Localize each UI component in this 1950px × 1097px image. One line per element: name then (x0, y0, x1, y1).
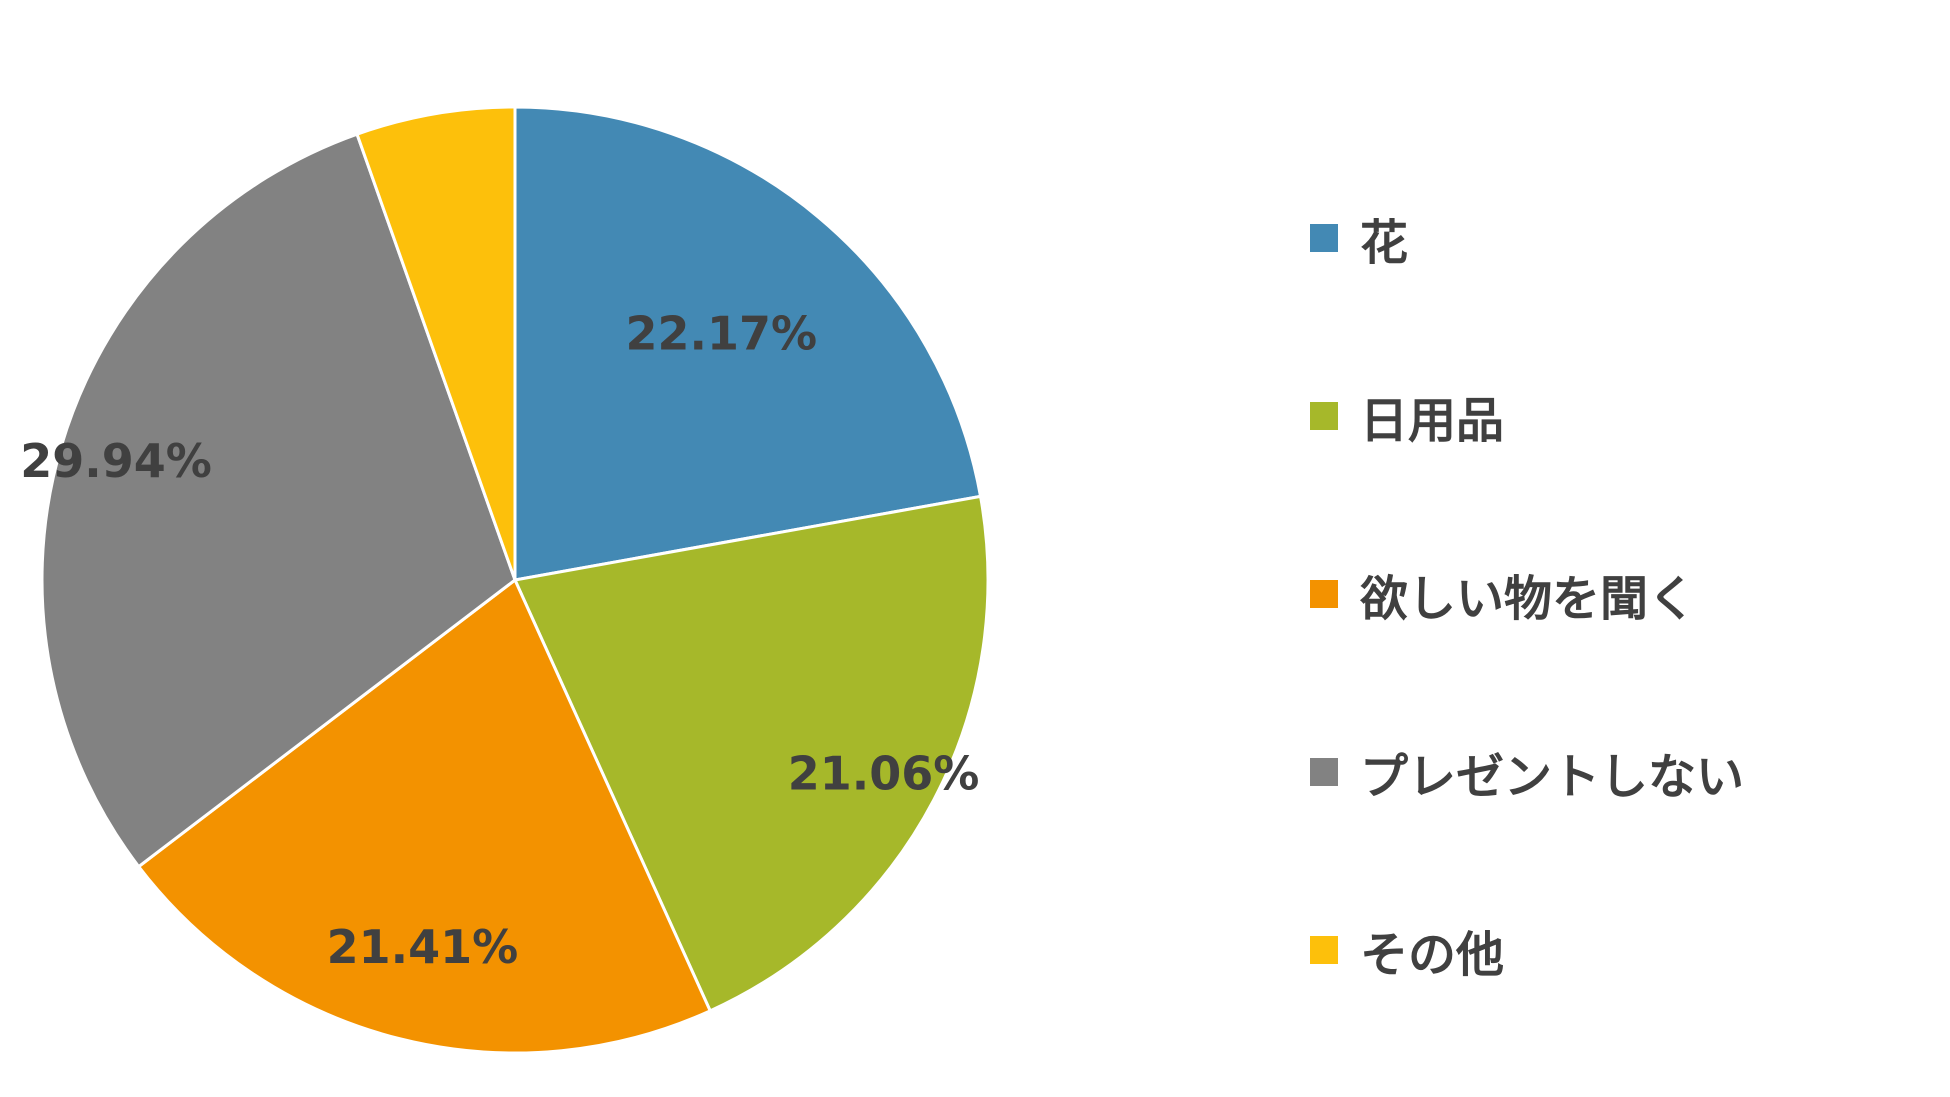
pie-data-label: 22.17% (626, 306, 818, 360)
legend-item: 花 (1310, 208, 1408, 271)
pie-slice (512, 494, 990, 1013)
legend-swatch (1310, 402, 1338, 430)
legend-item: プレゼントしない (1310, 742, 1744, 805)
pie-data-label: 21.06% (788, 747, 980, 801)
pie-data-label: 21.41% (327, 920, 519, 974)
pie-slice (513, 105, 983, 582)
pie-slices (40, 105, 990, 1055)
legend-swatch (1310, 758, 1338, 786)
pie-data-label: 29.94% (20, 434, 212, 488)
legend-item: 欲しい物を聞く (1310, 564, 1696, 627)
legend-label: 花 (1360, 215, 1409, 271)
legend-item: 日用品 (1310, 386, 1504, 449)
legend-item: その他 (1310, 920, 1504, 983)
legend-swatch (1310, 224, 1338, 252)
pie-slice (136, 577, 713, 1055)
pie-slice (40, 132, 517, 869)
pie-data-labels: 22.17%21.06%21.41%29.94%5.42% (20, 306, 980, 974)
legend-swatch (1310, 580, 1338, 608)
legend: 花日用品欲しい物を聞く プレゼントしない その他 (1310, 0, 1930, 1097)
legend-label: プレゼントしない (1360, 749, 1745, 805)
legend-label: その他 (1360, 927, 1505, 983)
legend-label: 欲しい物を聞く (1360, 571, 1697, 627)
legend-label: 日用品 (1360, 393, 1505, 449)
pie-slice (355, 105, 517, 581)
legend-swatch (1310, 936, 1338, 964)
